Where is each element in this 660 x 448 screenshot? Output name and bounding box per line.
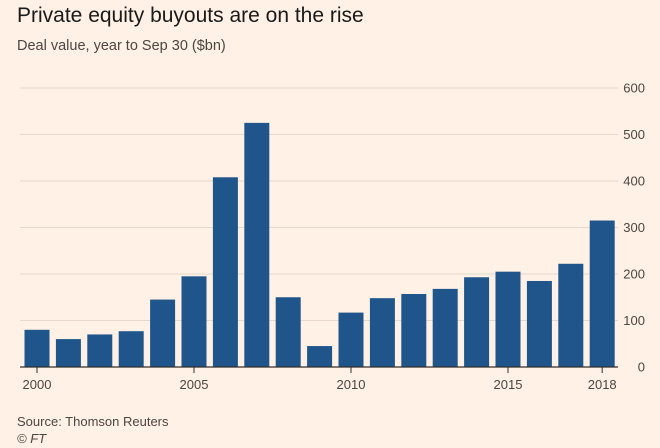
x-tick-label-2015: 2015 <box>494 377 523 392</box>
bar-2000 <box>24 329 50 367</box>
bar-2008 <box>275 297 301 367</box>
chart-title: Private equity buyouts are on the rise <box>17 4 364 27</box>
bar-2004 <box>150 299 176 367</box>
bar-2016 <box>526 280 552 367</box>
bar-2018 <box>589 220 615 367</box>
bar-2011 <box>369 298 395 367</box>
bar-2003 <box>118 331 144 367</box>
y-tick-label-300: 300 <box>623 220 645 235</box>
bar-2005 <box>181 276 207 367</box>
bars <box>24 122 615 367</box>
bar-2006 <box>212 177 238 367</box>
y-tick-label-0: 0 <box>638 360 645 375</box>
bar-2002 <box>87 334 113 367</box>
x-tick-label-2000: 2000 <box>23 377 52 392</box>
x-tick-label-2005: 2005 <box>180 377 209 392</box>
x-axis-tick-labels: 2000 2005 2010 2015 2018 <box>23 377 617 392</box>
bar-2013 <box>432 288 458 367</box>
y-tick-label-200: 200 <box>623 267 645 282</box>
y-tick-label-500: 500 <box>623 127 645 142</box>
bar-2001 <box>55 339 81 367</box>
ft-credit: © FT <box>17 431 47 446</box>
x-axis <box>20 366 618 373</box>
y-tick-label-100: 100 <box>623 313 645 328</box>
bar-2009 <box>307 346 333 367</box>
x-tick-label-2010: 2010 <box>337 377 366 392</box>
bar-2015 <box>495 271 521 367</box>
bar-2010 <box>338 312 364 367</box>
x-tick-label-2018: 2018 <box>588 377 617 392</box>
y-tick-label-600: 600 <box>623 81 645 96</box>
chart-subtitle: Deal value, year to Sep 30 ($bn) <box>17 38 226 54</box>
bar-2012 <box>401 293 427 367</box>
y-axis-tick-labels: 0 100 200 300 400 500 600 <box>623 81 645 375</box>
bar-2007 <box>244 122 270 367</box>
source-note: Source: Thomson Reuters <box>17 414 169 429</box>
bar-2017 <box>558 263 584 367</box>
bar-2014 <box>464 277 490 367</box>
y-tick-label-400: 400 <box>623 174 645 189</box>
